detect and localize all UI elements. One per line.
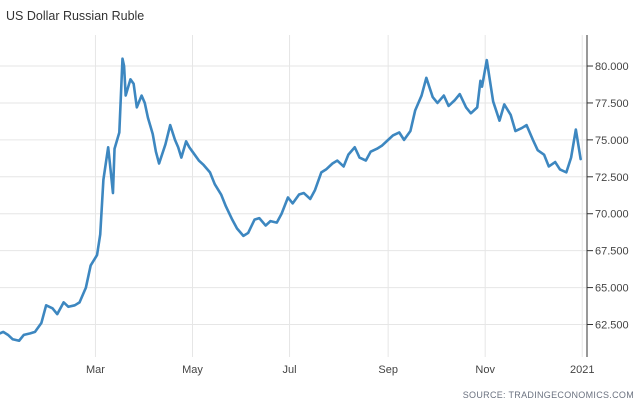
chart-title: US Dollar Russian Ruble <box>6 9 145 23</box>
y-tick-label: 75.000 <box>595 135 629 147</box>
x-tick-label: Sep <box>378 364 398 376</box>
y-tick-label: 70.000 <box>595 209 629 221</box>
x-tick-label: Nov <box>475 364 495 376</box>
series <box>0 57 582 343</box>
y-tick-label: 72.500 <box>595 172 629 184</box>
y-axis-tick-labels: 62.500 65.000 67.500 70.000 72.500 75.000 77.5… <box>595 61 629 331</box>
axes <box>586 35 593 357</box>
x-tick-label: Mar <box>86 364 105 376</box>
y-tick-label: 65.000 <box>595 283 629 295</box>
series-line <box>0 57 582 343</box>
y-tick-label: 77.500 <box>595 98 629 110</box>
x-tick-label: Jul <box>282 364 296 376</box>
source-attribution: SOURCE: TRADINGECONOMICS.COM <box>462 390 634 400</box>
y-tick-label: 62.500 <box>595 320 629 332</box>
gridlines <box>0 35 587 357</box>
x-tick-label: 2021 <box>570 364 594 376</box>
y-tick-label: 67.500 <box>595 246 629 258</box>
y-tick-label: 80.000 <box>595 61 629 73</box>
x-axis-tick-labels: Mar May Jul Sep Nov 2021 <box>86 364 594 376</box>
x-tick-label: May <box>182 364 203 376</box>
